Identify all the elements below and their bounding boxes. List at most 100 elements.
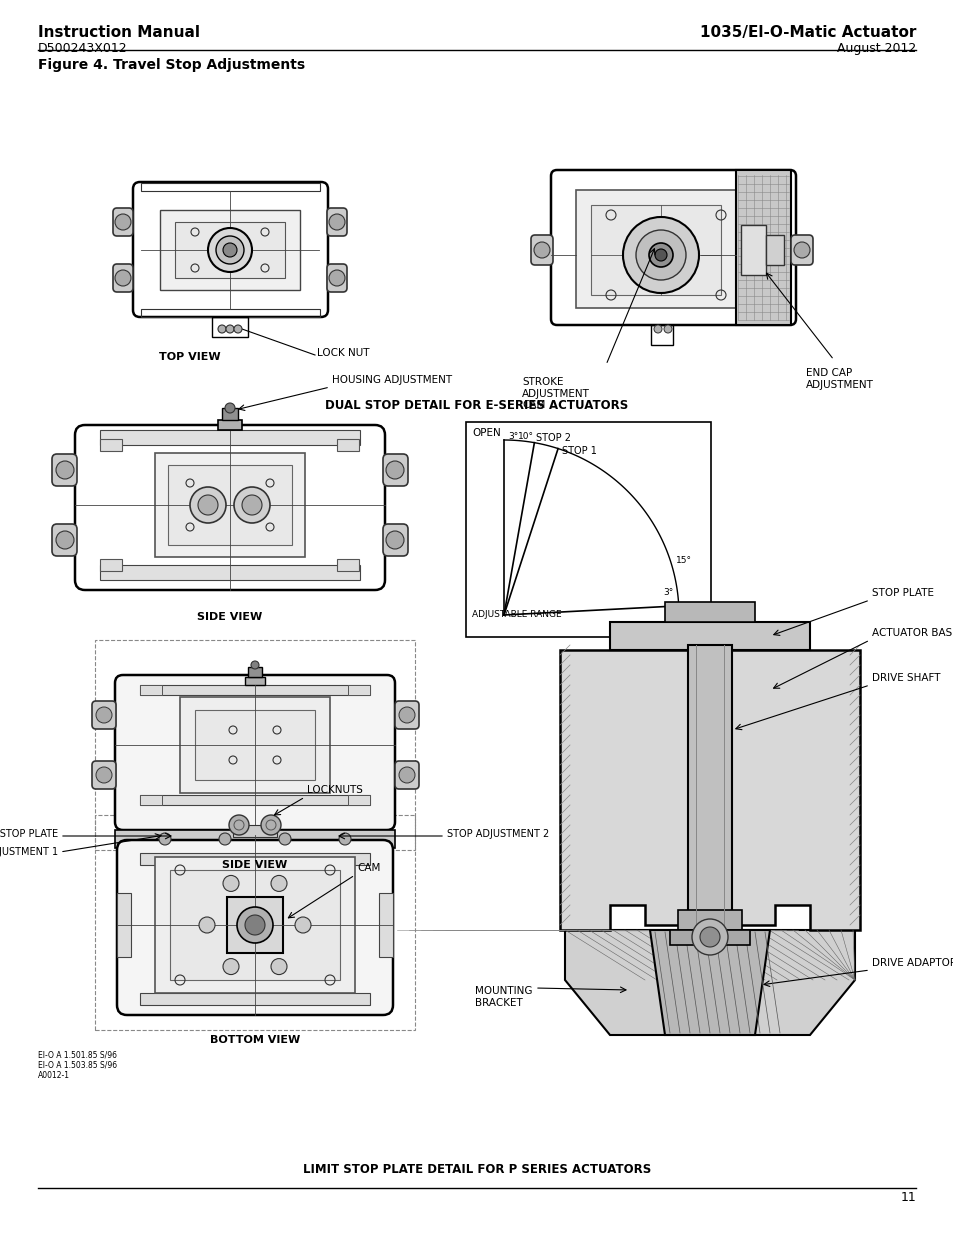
Circle shape bbox=[251, 661, 258, 669]
Text: SIDE VIEW: SIDE VIEW bbox=[197, 613, 262, 622]
FancyBboxPatch shape bbox=[117, 840, 393, 1015]
Bar bbox=[180, 697, 330, 793]
FancyBboxPatch shape bbox=[112, 264, 132, 291]
Circle shape bbox=[271, 958, 287, 974]
FancyBboxPatch shape bbox=[91, 701, 116, 729]
Circle shape bbox=[199, 918, 214, 932]
Bar bbox=[233, 825, 276, 837]
Circle shape bbox=[115, 270, 131, 287]
Circle shape bbox=[534, 242, 550, 258]
Bar bbox=[336, 559, 358, 571]
Circle shape bbox=[654, 325, 661, 333]
FancyBboxPatch shape bbox=[531, 235, 553, 266]
Text: 1035/El-O-Matic Actuator: 1035/El-O-Matic Actuator bbox=[699, 25, 915, 40]
Bar bbox=[765, 235, 783, 266]
FancyBboxPatch shape bbox=[112, 207, 132, 236]
Bar bbox=[590, 205, 720, 295]
Bar bbox=[669, 930, 749, 945]
Text: August 2012: August 2012 bbox=[836, 42, 915, 56]
Circle shape bbox=[115, 214, 131, 230]
FancyBboxPatch shape bbox=[115, 676, 395, 830]
Circle shape bbox=[338, 832, 351, 845]
FancyBboxPatch shape bbox=[52, 524, 77, 556]
Circle shape bbox=[261, 815, 281, 835]
Circle shape bbox=[223, 958, 239, 974]
Bar bbox=[160, 210, 299, 290]
FancyBboxPatch shape bbox=[327, 207, 347, 236]
Bar bbox=[678, 910, 741, 930]
Text: Instruction Manual: Instruction Manual bbox=[38, 25, 200, 40]
Bar bbox=[378, 893, 393, 957]
Bar bbox=[100, 559, 122, 571]
Bar bbox=[95, 640, 415, 850]
Circle shape bbox=[398, 767, 415, 783]
Bar bbox=[100, 430, 359, 445]
Bar bbox=[140, 993, 370, 1005]
Text: STOP 1: STOP 1 bbox=[561, 446, 597, 456]
Text: STOP PLATE: STOP PLATE bbox=[871, 588, 933, 598]
Circle shape bbox=[278, 832, 291, 845]
Text: HOUSING ADJUSTMENT: HOUSING ADJUSTMENT bbox=[332, 375, 452, 385]
Polygon shape bbox=[564, 930, 854, 1035]
Bar bbox=[740, 225, 765, 275]
Bar bbox=[248, 667, 262, 677]
Text: LOCKNUTS: LOCKNUTS bbox=[307, 785, 362, 795]
Text: DRIVE ADAPTOR: DRIVE ADAPTOR bbox=[871, 958, 953, 968]
Bar bbox=[194, 710, 314, 781]
Circle shape bbox=[386, 531, 403, 550]
Circle shape bbox=[271, 876, 287, 892]
Circle shape bbox=[215, 236, 244, 264]
FancyBboxPatch shape bbox=[91, 761, 116, 789]
Bar bbox=[95, 815, 415, 1030]
Text: END CAP
ADJUSTMENT: END CAP ADJUSTMENT bbox=[805, 368, 873, 389]
Bar bbox=[735, 170, 790, 325]
Bar bbox=[222, 408, 237, 420]
Text: LIMIT STOP PLATE: LIMIT STOP PLATE bbox=[0, 829, 58, 839]
Bar bbox=[141, 309, 319, 317]
Text: CLOSED: CLOSED bbox=[681, 608, 720, 618]
Circle shape bbox=[691, 919, 727, 955]
Bar bbox=[168, 466, 292, 545]
Circle shape bbox=[229, 815, 249, 835]
Circle shape bbox=[622, 217, 699, 293]
Bar bbox=[664, 601, 754, 622]
Circle shape bbox=[218, 325, 226, 333]
Circle shape bbox=[655, 249, 666, 261]
Circle shape bbox=[329, 270, 345, 287]
Bar bbox=[245, 677, 265, 685]
Text: 3°: 3° bbox=[507, 432, 517, 441]
Circle shape bbox=[386, 461, 403, 479]
FancyBboxPatch shape bbox=[52, 454, 77, 487]
Bar bbox=[170, 869, 339, 981]
Text: CAM: CAM bbox=[356, 863, 380, 873]
Bar bbox=[174, 222, 285, 278]
Circle shape bbox=[219, 832, 231, 845]
Circle shape bbox=[245, 915, 265, 935]
Circle shape bbox=[190, 487, 226, 522]
Circle shape bbox=[700, 927, 720, 947]
FancyBboxPatch shape bbox=[382, 524, 408, 556]
Bar bbox=[154, 453, 305, 557]
Bar bbox=[100, 438, 122, 451]
Bar bbox=[141, 183, 319, 191]
Bar bbox=[227, 897, 283, 953]
Bar bbox=[115, 830, 395, 848]
Bar bbox=[140, 685, 370, 695]
Text: 15°: 15° bbox=[676, 556, 691, 564]
Text: DRIVE SHAFT: DRIVE SHAFT bbox=[871, 673, 940, 683]
Text: STOP ADJUSTMENT 1: STOP ADJUSTMENT 1 bbox=[0, 847, 58, 857]
Text: DUAL STOP DETAIL FOR E-SERIES ACTUATORS: DUAL STOP DETAIL FOR E-SERIES ACTUATORS bbox=[325, 399, 628, 412]
Text: LOCK NUT: LOCK NUT bbox=[316, 348, 369, 358]
Circle shape bbox=[294, 918, 311, 932]
Bar bbox=[465, 422, 710, 637]
Circle shape bbox=[56, 461, 74, 479]
Text: BOTTOM VIEW: BOTTOM VIEW bbox=[210, 1035, 300, 1045]
Text: EI-O A 1.501.85 S/96
EI-O A 1.503.85 S/96
A0012-1: EI-O A 1.501.85 S/96 EI-O A 1.503.85 S/9… bbox=[38, 1050, 117, 1079]
Text: STOP 2: STOP 2 bbox=[536, 432, 571, 442]
Circle shape bbox=[208, 228, 252, 272]
Circle shape bbox=[96, 706, 112, 722]
Circle shape bbox=[233, 325, 242, 333]
Text: TOP VIEW: TOP VIEW bbox=[159, 352, 220, 362]
Text: 3°: 3° bbox=[663, 588, 674, 597]
Bar bbox=[100, 564, 359, 580]
